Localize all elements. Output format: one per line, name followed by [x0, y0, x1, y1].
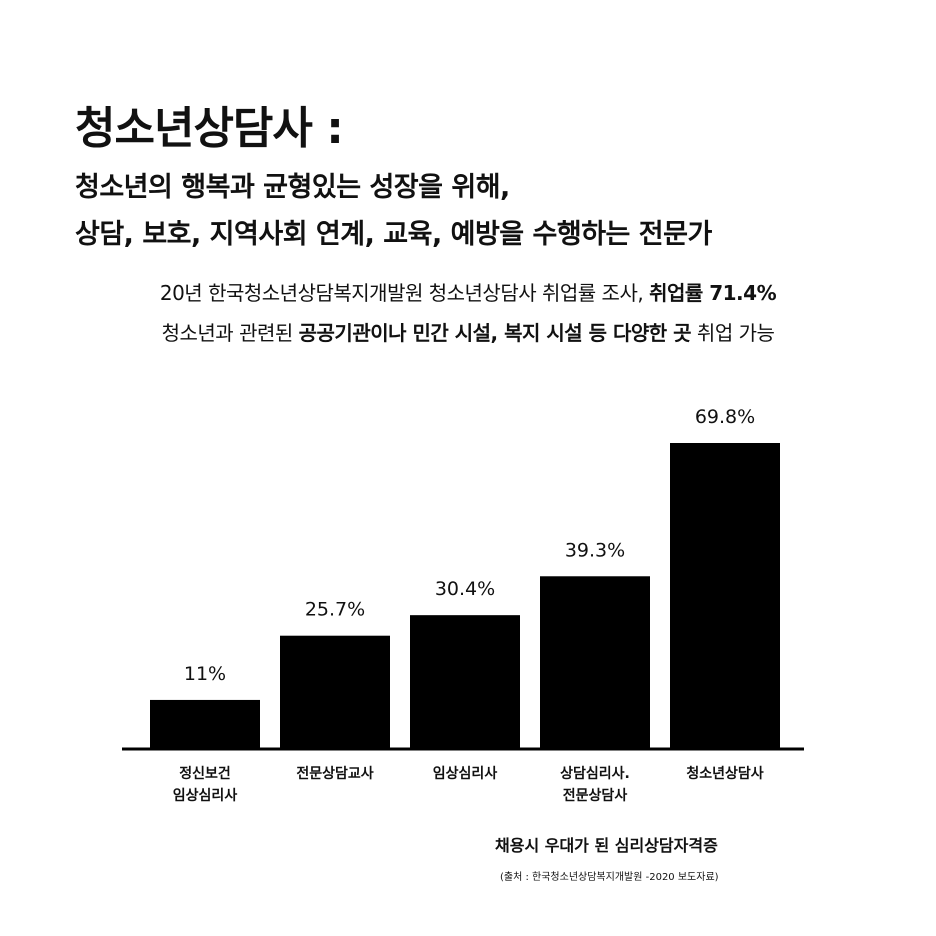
bar-1	[150, 699, 260, 748]
bar-value-label-3: 30.4%	[435, 578, 495, 600]
employment-note: 20년 한국청소년상담복지개발원 청소년상담사 취업률 조사, 취업률 71.4…	[0, 277, 936, 306]
bar-5	[670, 443, 780, 748]
bar-value-label-5: 69.8%	[695, 406, 755, 428]
category-label-3: 임상심리사	[433, 766, 498, 782]
workplace-note-prefix: 청소년과 관련된	[161, 321, 299, 345]
bar-4	[540, 576, 650, 748]
category-label-4: 상담심리사. 전문상담사	[560, 765, 630, 804]
workplace-note-suffix: 취업 가능	[691, 321, 775, 345]
employment-rate: 취업률 71.4%	[649, 281, 777, 305]
bar-3	[410, 615, 520, 748]
workplace-note: 청소년과 관련된 공공기관이나 민간 시설, 복지 시설 등 다양한 곳 취업 …	[0, 317, 936, 346]
category-label-1: 정신보건 임상심리사	[173, 765, 238, 804]
page-title: 청소년상담사 :	[75, 103, 344, 154]
category-label-2: 전문상담교사	[296, 765, 373, 782]
bar-value-label-4: 39.3%	[565, 539, 625, 561]
workplace-note-highlight: 공공기관이나 민간 시설, 복지 시설 등 다양한 곳	[298, 321, 692, 345]
employment-note-text: 20년 한국청소년상담복지개발원 청소년상담사 취업률 조사,	[159, 281, 650, 305]
bar-2	[280, 635, 390, 748]
category-label-5: 청소년상담사	[686, 765, 763, 782]
chart-caption: 채용시 우대가 된 심리상담자격증	[495, 836, 718, 855]
subtitle-line-2: 상담, 보호, 지역사회 연계, 교육, 예방을 수행하는 전문가	[75, 219, 712, 250]
source-note: (출처 : 한국청소년상담복지개발원 -2020 보도자료)	[500, 872, 719, 883]
bar-value-label-1: 11%	[184, 663, 226, 685]
bar-value-label-2: 25.7%	[305, 599, 365, 621]
bar-chart: 11% 정신보건 임상심리사 25.7% 전문상담교사 30.4% 임상심리사 39.3% 상담…	[122, 406, 804, 804]
subtitle-line-1: 청소년의 행복과 균형있는 성장을 위해,	[75, 172, 510, 203]
